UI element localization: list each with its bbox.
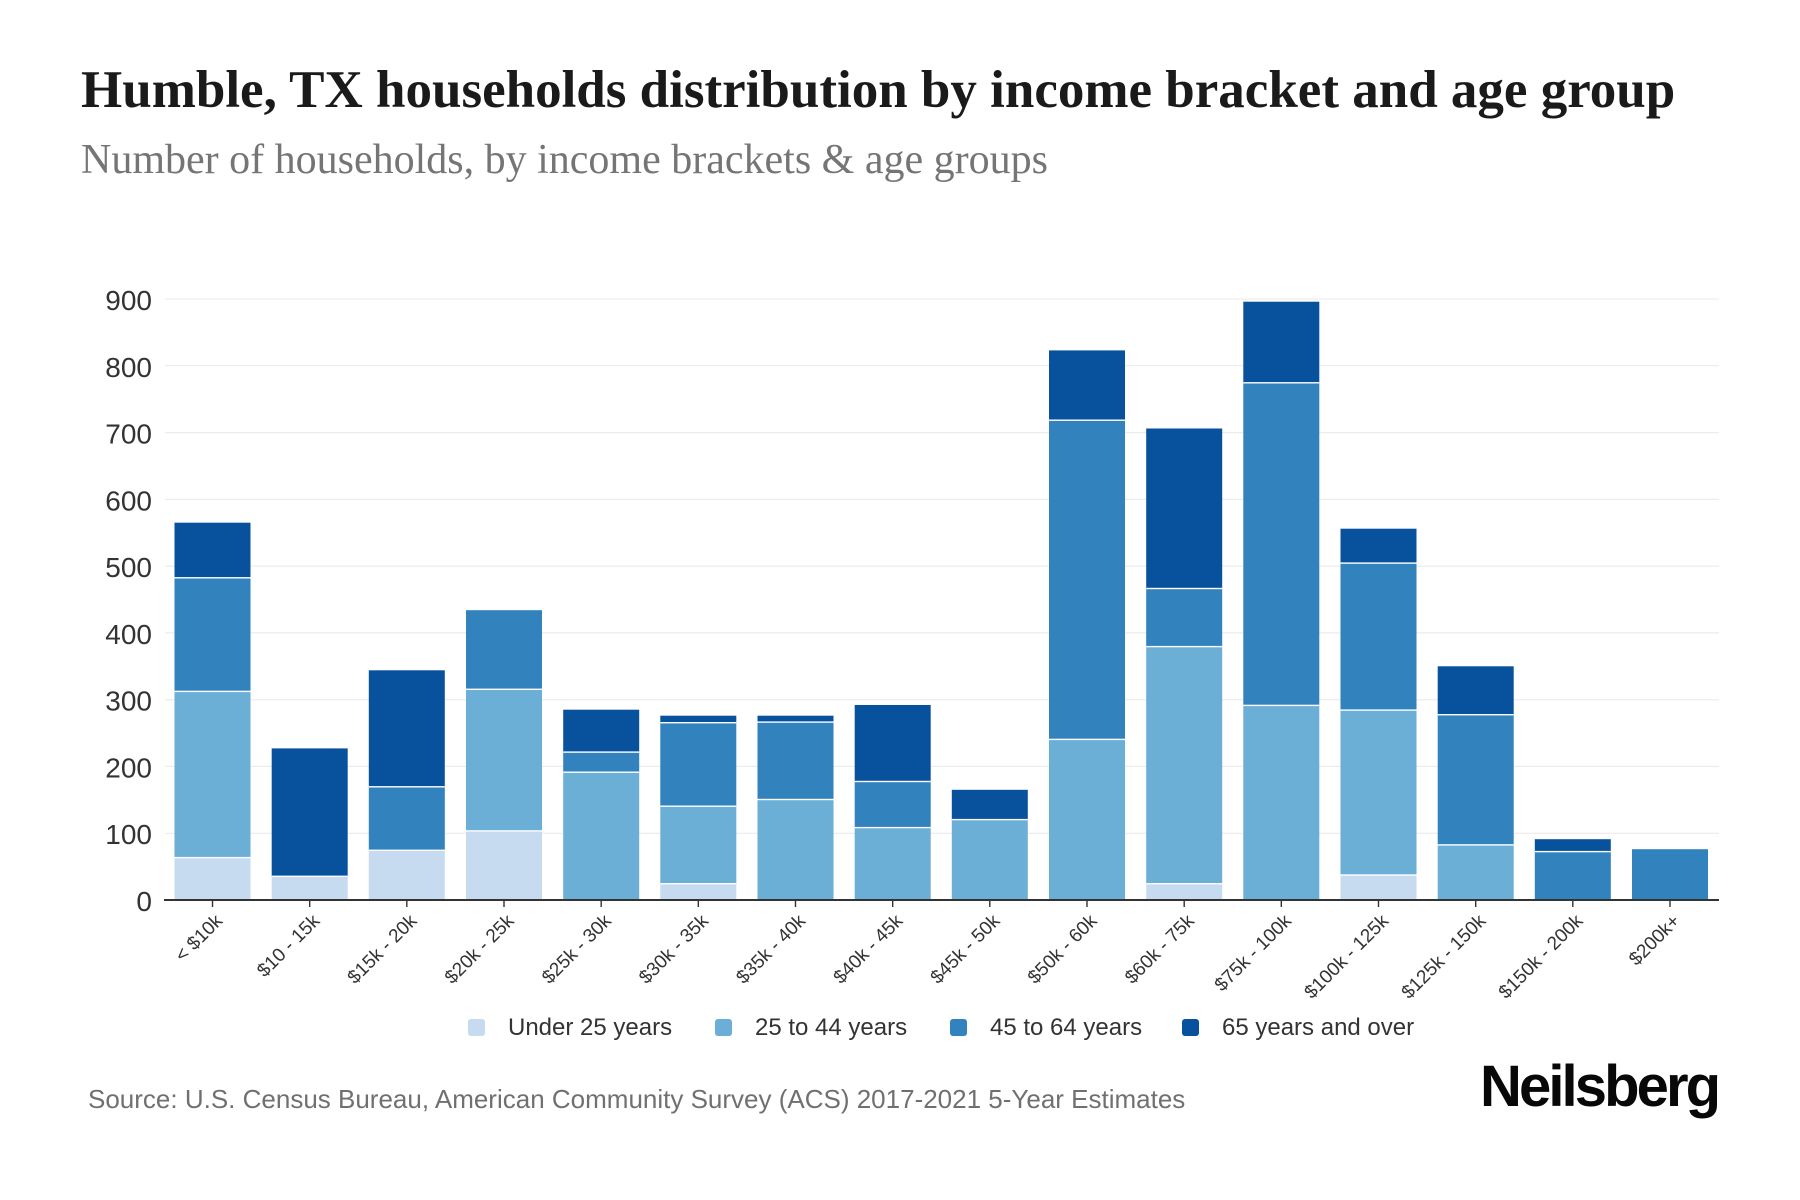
svg-text:$40k - 45k: $40k - 45k	[830, 910, 908, 988]
svg-text:500: 500	[105, 552, 152, 583]
svg-text:$60k - 75k: $60k - 75k	[1121, 910, 1199, 988]
svg-text:800: 800	[105, 352, 152, 383]
svg-text:Under 25 years: Under 25 years	[508, 1014, 672, 1041]
svg-text:900: 900	[105, 285, 152, 316]
svg-text:$15k - 20k: $15k - 20k	[344, 910, 422, 988]
svg-text:45 to 64 years: 45 to 64 years	[990, 1014, 1142, 1041]
svg-text:$45k - 50k: $45k - 50k	[927, 910, 1005, 988]
svg-text:600: 600	[105, 485, 152, 516]
svg-text:< $10k: < $10k	[171, 910, 227, 966]
svg-text:$200k+: $200k+	[1625, 911, 1684, 970]
svg-text:$10 - 15k: $10 - 15k	[253, 910, 324, 981]
svg-text:$25k - 30k: $25k - 30k	[538, 910, 616, 988]
svg-text:$100k - 125k: $100k - 125k	[1301, 910, 1394, 1003]
svg-text:$35k - 40k: $35k - 40k	[732, 910, 810, 988]
svg-text:700: 700	[105, 419, 152, 450]
svg-text:$125k - 150k: $125k - 150k	[1398, 910, 1491, 1003]
svg-text:400: 400	[105, 619, 152, 650]
svg-text:$20k - 25k: $20k - 25k	[441, 910, 519, 988]
svg-text:200: 200	[105, 752, 152, 783]
svg-text:0: 0	[136, 886, 152, 917]
svg-text:25 to 44 years: 25 to 44 years	[755, 1014, 907, 1041]
svg-text:$30k - 35k: $30k - 35k	[635, 910, 713, 988]
svg-text:$50k - 60k: $50k - 60k	[1024, 910, 1102, 988]
svg-text:300: 300	[105, 686, 152, 717]
svg-text:$150k - 200k: $150k - 200k	[1495, 910, 1588, 1003]
svg-text:100: 100	[105, 819, 152, 850]
svg-text:$75k - 100k: $75k - 100k	[1211, 910, 1296, 995]
svg-text:65 years and over: 65 years and over	[1222, 1014, 1414, 1041]
